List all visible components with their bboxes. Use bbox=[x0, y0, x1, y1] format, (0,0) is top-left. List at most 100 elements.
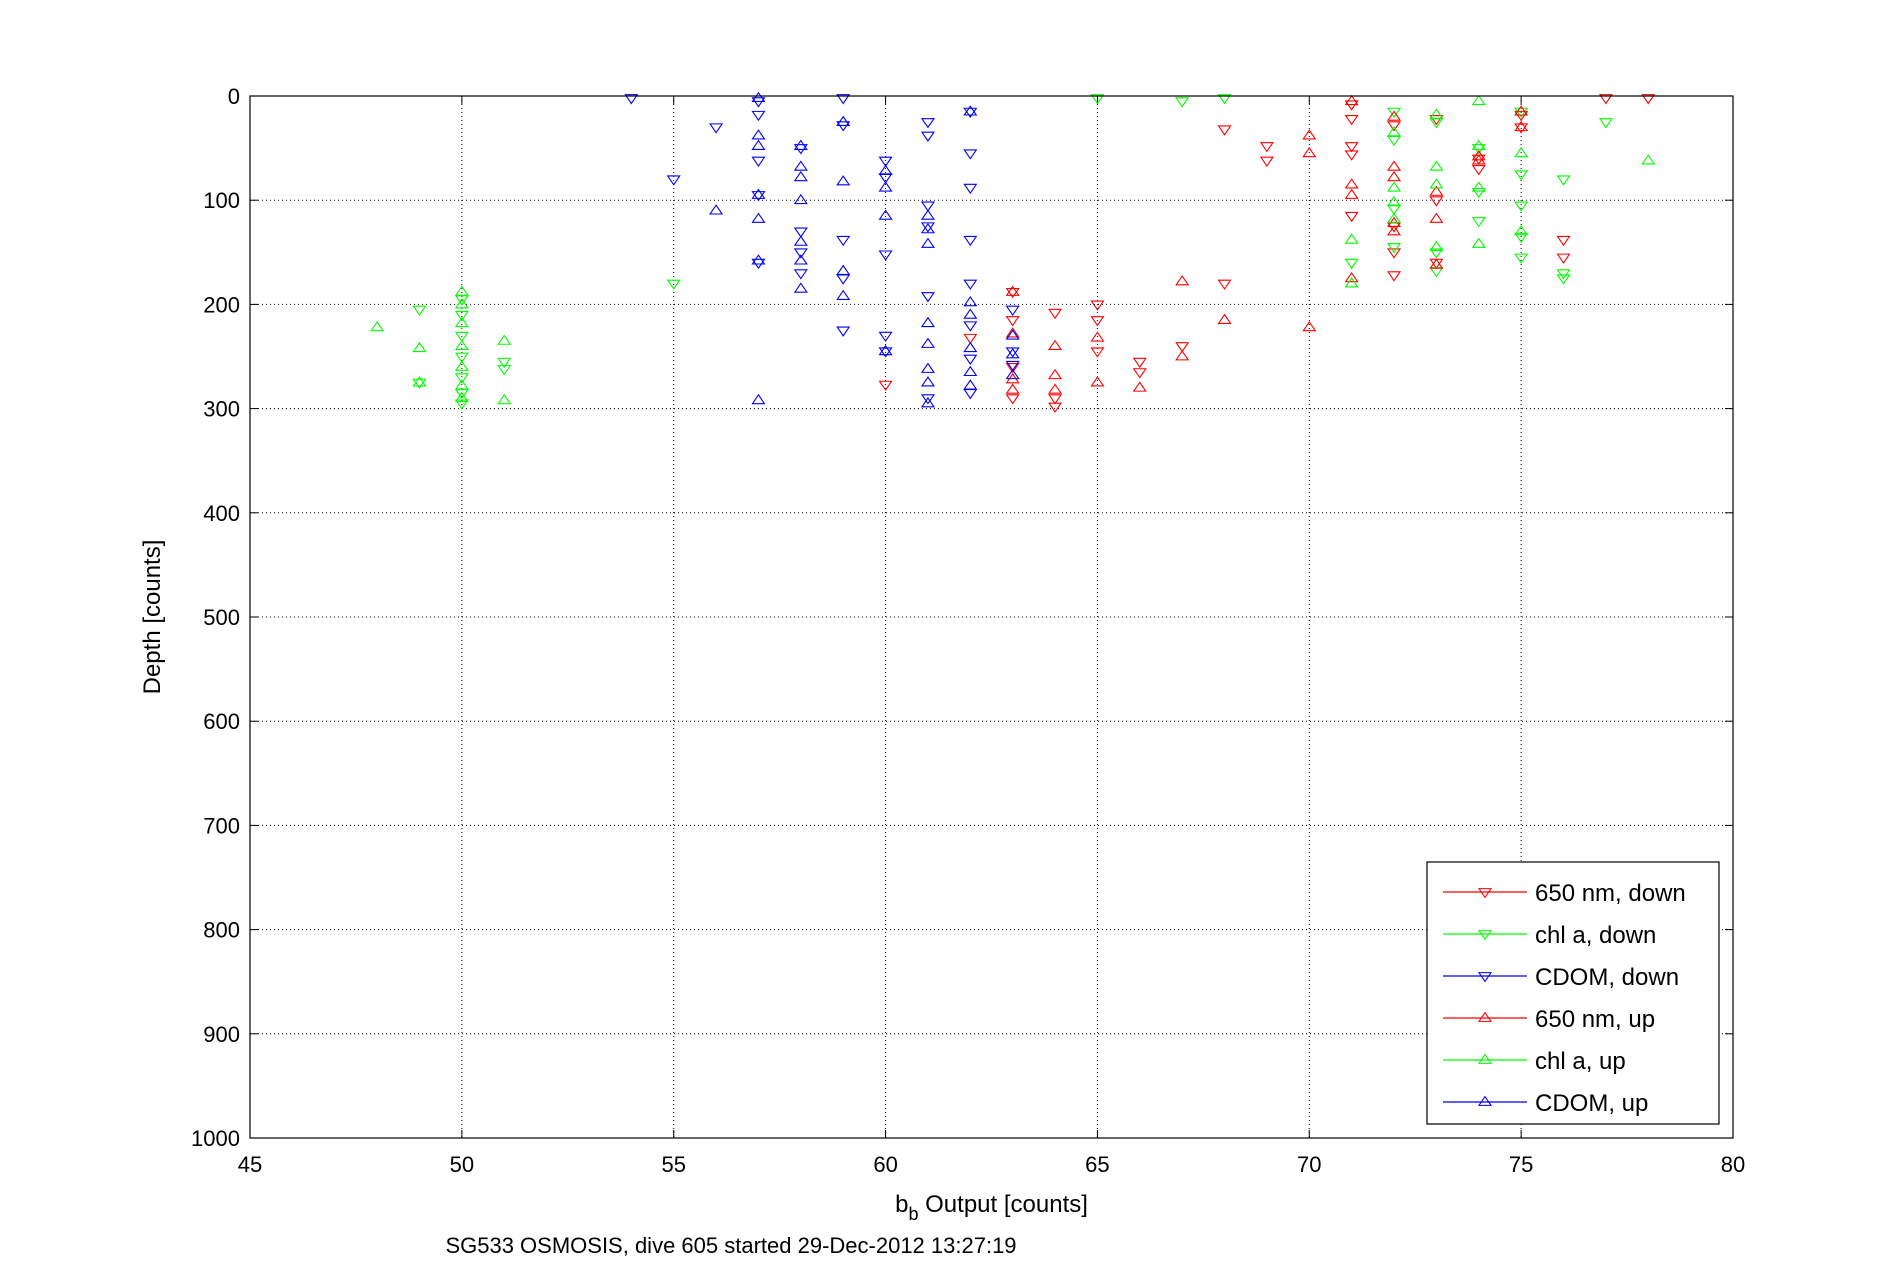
marker-cdom-up bbox=[1005, 368, 1020, 380]
marker-650-nm-down bbox=[1175, 342, 1190, 353]
marker-chl-a-up bbox=[1429, 108, 1444, 119]
marker-cdom-down bbox=[793, 248, 808, 259]
marker-cdom-up bbox=[751, 129, 766, 140]
marker-650-nm-down bbox=[963, 333, 978, 345]
marker-650-nm-down bbox=[1048, 394, 1063, 405]
marker-cdom-up bbox=[878, 164, 893, 175]
marker-chl-a-up bbox=[412, 341, 427, 353]
marker-chl-a-down bbox=[454, 352, 469, 363]
marker-cdom-up bbox=[793, 170, 808, 182]
marker-chl-a-down bbox=[666, 279, 681, 290]
marker-chl-a-up bbox=[1429, 178, 1444, 189]
marker-650-nm-up bbox=[1048, 339, 1063, 351]
marker-650-nm-up bbox=[1386, 110, 1402, 121]
marker-cdom-up bbox=[751, 188, 766, 199]
marker-chl-a-down bbox=[1514, 232, 1529, 244]
marker-chl-a-up bbox=[454, 391, 469, 403]
marker-cdom-down bbox=[878, 156, 893, 167]
marker-650-nm-up bbox=[1344, 271, 1359, 283]
marker-650-nm-down bbox=[1132, 357, 1147, 369]
marker-cdom-up bbox=[963, 341, 978, 353]
marker-650-nm-down bbox=[1132, 368, 1147, 379]
marker-650-nm-down bbox=[1344, 150, 1359, 161]
marker-650-nm-up bbox=[1302, 146, 1317, 158]
marker-650-nm-up bbox=[1048, 383, 1063, 394]
legend-label: 650 nm, up bbox=[1535, 1006, 1655, 1033]
marker-cdom-up bbox=[793, 282, 808, 293]
marker-cdom-down bbox=[751, 110, 766, 122]
marker-cdom-down bbox=[920, 222, 935, 233]
marker-chl-a-down bbox=[1217, 94, 1232, 105]
marker-650-nm-down bbox=[1005, 287, 1020, 299]
marker-650-nm-down bbox=[1641, 94, 1656, 105]
marker-cdom-up bbox=[709, 204, 724, 215]
y-tick-label: 500 bbox=[203, 605, 240, 630]
tick-layer: 45 50 55 60 65 70 75 80010020030040050060070080… bbox=[191, 84, 1745, 1177]
marker-650-nm-up bbox=[1005, 383, 1020, 394]
y-tick-label: 0 bbox=[228, 84, 240, 109]
marker-chl-a-down bbox=[454, 399, 469, 410]
legend-swatch-marker bbox=[1477, 1095, 1493, 1106]
marker-650-nm-up bbox=[1302, 129, 1317, 140]
marker-650-nm-down bbox=[1259, 156, 1274, 167]
marker-650-nm-up bbox=[1471, 150, 1486, 161]
legend-items: 650 nm, down chl a, down CDOM, down 650 nm,… bbox=[1443, 880, 1686, 1117]
marker-650-nm-down bbox=[1217, 125, 1232, 136]
marker-650-nm-down bbox=[1514, 110, 1529, 122]
marker-chl-a-up bbox=[1471, 181, 1486, 192]
y-tick-label: 100 bbox=[203, 188, 240, 213]
y-tick-label: 700 bbox=[203, 813, 240, 838]
marker-cdom-up bbox=[793, 139, 808, 150]
marker-cdom-up bbox=[836, 289, 851, 300]
marker-650-nm-up bbox=[1302, 320, 1317, 332]
marker-cdom-down bbox=[920, 131, 935, 142]
marker-650-nm-down bbox=[1386, 271, 1402, 282]
marker-650-nm-up bbox=[1429, 258, 1444, 269]
marker-chl-a-up bbox=[1471, 94, 1486, 106]
marker-chl-a-down bbox=[1386, 135, 1402, 147]
marker-chl-a-down bbox=[1386, 107, 1402, 119]
marker-650-nm-down bbox=[1344, 114, 1359, 126]
marker-cdom-down bbox=[836, 94, 851, 105]
marker-650-nm-down bbox=[1005, 394, 1020, 405]
marker-650-nm-up bbox=[1344, 188, 1359, 199]
marker-650-nm-up bbox=[1514, 105, 1529, 116]
marker-chl-a-up bbox=[1514, 146, 1529, 158]
marker-chl-a-up bbox=[1514, 225, 1529, 236]
marker-650-nm-down bbox=[1514, 123, 1529, 134]
marker-cdom-up bbox=[836, 175, 851, 186]
marker-chl-a-down bbox=[1471, 217, 1486, 228]
marker-cdom-up bbox=[836, 264, 851, 275]
marker-650-nm-up bbox=[1048, 368, 1063, 380]
y-tick-label: 200 bbox=[203, 292, 240, 317]
marker-650-nm-up bbox=[1429, 185, 1444, 196]
x-tick-label: 55 bbox=[661, 1152, 685, 1177]
marker-cdom-up bbox=[920, 376, 935, 387]
marker-chl-a-up bbox=[1429, 240, 1444, 252]
marker-chl-a-up bbox=[454, 379, 469, 390]
legend-label: CDOM, up bbox=[1535, 1090, 1648, 1117]
marker-cdom-up bbox=[793, 235, 808, 246]
data-marker-layer bbox=[370, 91, 1656, 413]
marker-cdom-up bbox=[963, 365, 978, 377]
marker-cdom-down bbox=[920, 201, 935, 212]
x-tick-label: 45 bbox=[238, 1152, 262, 1177]
marker-650-nm-down bbox=[1090, 347, 1105, 358]
legend-label: chl a, up bbox=[1535, 1048, 1626, 1075]
marker-650-nm-up bbox=[1090, 376, 1105, 387]
marker-cdom-up bbox=[751, 254, 766, 265]
marker-cdom-down bbox=[878, 347, 893, 358]
marker-cdom-up bbox=[920, 223, 935, 234]
marker-cdom-down bbox=[793, 227, 808, 238]
marker-cdom-up bbox=[1005, 348, 1020, 359]
marker-650-nm-down bbox=[1005, 316, 1020, 327]
marker-chl-a-up bbox=[497, 334, 512, 345]
marker-650-nm-up bbox=[1386, 160, 1402, 171]
marker-chl-a-down bbox=[1344, 258, 1359, 270]
marker-650-nm-down bbox=[1005, 362, 1020, 374]
legend-swatch-marker bbox=[1477, 1053, 1493, 1064]
marker-cdom-down bbox=[666, 175, 681, 186]
legend-label: CDOM, down bbox=[1535, 964, 1679, 991]
